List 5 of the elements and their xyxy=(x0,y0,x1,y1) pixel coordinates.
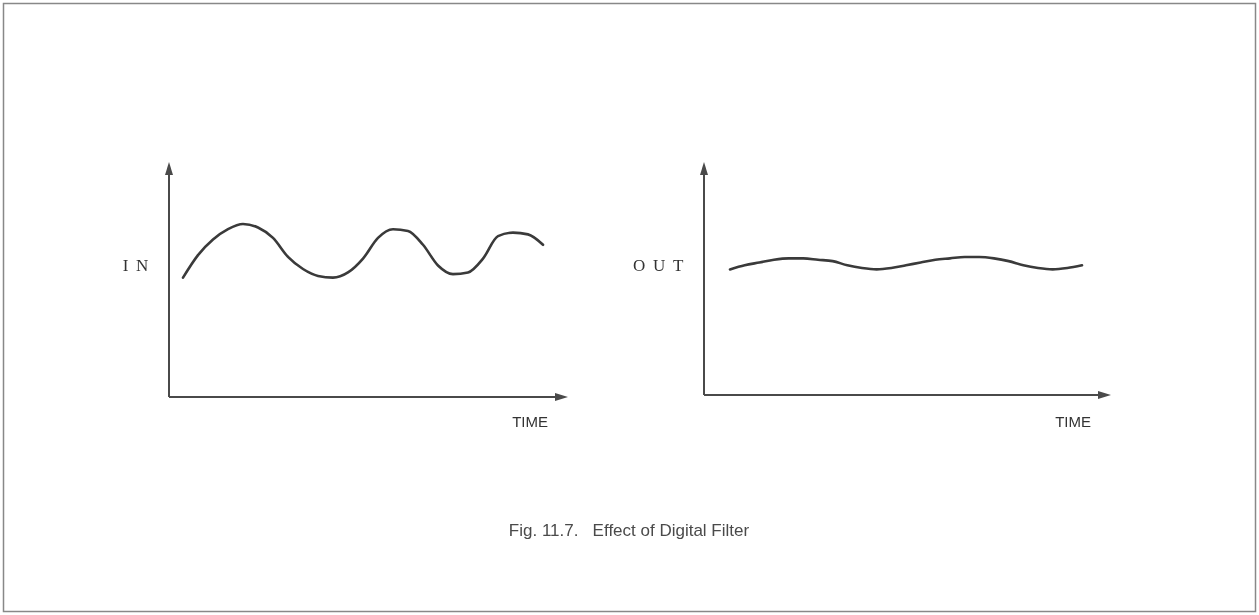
text: Fig. 11.7. Effect of Digital Filter xyxy=(508,521,750,540)
y-axis-title: OUT xyxy=(633,256,691,275)
x-axis-title: TIME xyxy=(512,413,548,430)
x-axis-title: TIME xyxy=(1055,413,1091,430)
y-axis-title: IN xyxy=(122,256,156,275)
